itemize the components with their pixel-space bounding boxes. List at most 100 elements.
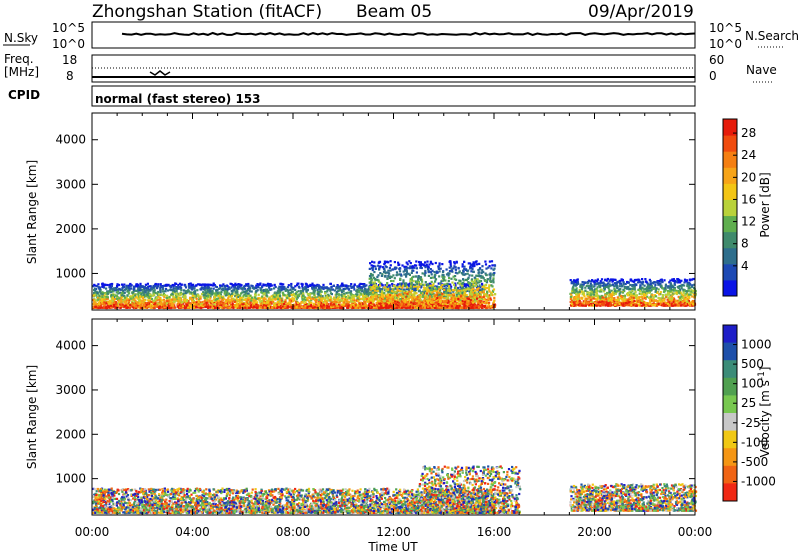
echo-cell: [249, 307, 251, 309]
echo-cell: [471, 268, 473, 270]
echo-cell: [169, 289, 171, 291]
echo-cell: [310, 302, 312, 304]
echo-cell: [162, 304, 164, 306]
echo-cell: [291, 294, 293, 296]
echo-cell: [121, 289, 123, 291]
echo-cell: [156, 299, 158, 301]
echo-cell: [246, 301, 248, 303]
echo-cell: [245, 295, 247, 297]
echo-cell: [330, 302, 332, 304]
echo-cell: [277, 288, 279, 290]
echo-cell: [330, 286, 332, 288]
echo-cell: [296, 284, 298, 286]
echo-cell: [305, 290, 307, 292]
echo-cell: [207, 287, 209, 289]
echo-cell: [108, 306, 110, 308]
echo-cell: [376, 302, 378, 304]
echo-cell: [331, 304, 333, 306]
echo-cell: [330, 288, 332, 290]
echo-cell: [371, 261, 373, 263]
echo-cell: [190, 303, 192, 305]
echo-cell: [443, 289, 445, 291]
echo-cell: [284, 301, 286, 303]
echo-cell: [133, 298, 135, 300]
echo-cell: [164, 305, 166, 307]
echo-cell: [204, 289, 206, 291]
echo-cell: [330, 292, 332, 294]
echo-cell: [347, 307, 349, 309]
echo-cell: [164, 302, 166, 304]
echo-cell: [493, 268, 495, 270]
echo-cell: [374, 298, 376, 300]
echo-cell: [191, 298, 193, 300]
echo-cell: [247, 289, 249, 291]
echo-cell: [198, 295, 200, 297]
echo-cell: [191, 288, 193, 290]
echo-cell: [377, 274, 379, 276]
echo-cell: [366, 298, 368, 300]
echo-cell: [267, 283, 269, 285]
echo-cell: [248, 303, 250, 305]
echo-cell: [368, 286, 370, 288]
echo-cell: [206, 291, 208, 293]
echo-cell: [158, 299, 160, 301]
echo-cell: [289, 295, 291, 297]
echo-cell: [345, 305, 347, 307]
echo-cell: [146, 304, 148, 306]
echo-cell: [292, 291, 294, 293]
echo-cell: [371, 267, 373, 269]
echo-cell: [285, 288, 287, 290]
echo-cell: [318, 302, 320, 304]
echo-cell: [469, 266, 471, 268]
echo-cell: [424, 284, 426, 286]
echo-cell: [454, 287, 456, 289]
echo-cell: [121, 294, 123, 296]
echo-cell: [338, 285, 340, 287]
echo-cell: [469, 274, 471, 276]
echo-cell: [191, 284, 193, 286]
echo-cell: [316, 289, 318, 291]
echo-cell: [389, 287, 391, 289]
echo-cell: [311, 283, 313, 285]
echo-cell: [387, 270, 389, 272]
echo-cell: [345, 292, 347, 294]
echo-cell: [277, 306, 279, 308]
nsky-label: N.Sky: [4, 31, 38, 45]
echo-cell: [309, 297, 311, 299]
echo-cell: [160, 294, 162, 296]
echo-cell: [220, 291, 222, 293]
echo-cell: [263, 293, 265, 295]
echo-cell: [443, 297, 445, 299]
freq-left-tick-bottom: 8: [66, 69, 74, 83]
echo-cell: [124, 306, 126, 308]
echo-cell: [215, 307, 217, 309]
echo-cell: [399, 290, 401, 292]
echo-cell: [104, 284, 106, 286]
echo-cell: [177, 303, 179, 305]
echo-cell: [261, 296, 263, 298]
echo-cell: [242, 287, 244, 289]
echo-cell: [209, 292, 211, 294]
echo-cell: [124, 302, 126, 304]
echo-cell: [97, 283, 99, 285]
echo-cell: [92, 306, 94, 308]
echo-cell: [153, 307, 155, 309]
echo-cell: [271, 295, 273, 297]
echo-cell: [455, 292, 457, 294]
echo-cell: [350, 287, 352, 289]
echo-cell: [201, 284, 203, 286]
echo-cell: [261, 289, 263, 291]
echo-cell: [425, 297, 427, 299]
echo-cell: [403, 305, 405, 307]
echo-cell: [321, 298, 323, 300]
echo-cell: [176, 290, 178, 292]
echo-cell: [322, 295, 324, 297]
echo-cell: [114, 307, 116, 309]
echo-cell: [138, 302, 140, 304]
echo-cell: [431, 298, 433, 300]
echo-cell: [144, 299, 146, 301]
echo-cell: [263, 302, 265, 304]
echo-cell: [316, 299, 318, 301]
echo-cell: [209, 306, 211, 308]
nave-label: Nave: [746, 63, 777, 77]
